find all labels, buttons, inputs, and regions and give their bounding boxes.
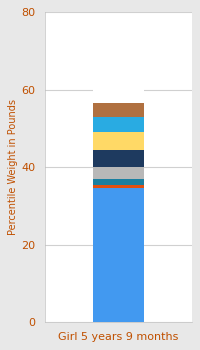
- Bar: [93, 103, 144, 117]
- Bar: [93, 188, 144, 322]
- Bar: [93, 150, 144, 167]
- Bar: [93, 80, 144, 103]
- Bar: [93, 179, 144, 184]
- Bar: [93, 167, 144, 179]
- Bar: [93, 132, 144, 150]
- Bar: [93, 117, 144, 132]
- Y-axis label: Percentile Weight in Pounds: Percentile Weight in Pounds: [8, 99, 18, 235]
- Bar: [93, 184, 144, 188]
